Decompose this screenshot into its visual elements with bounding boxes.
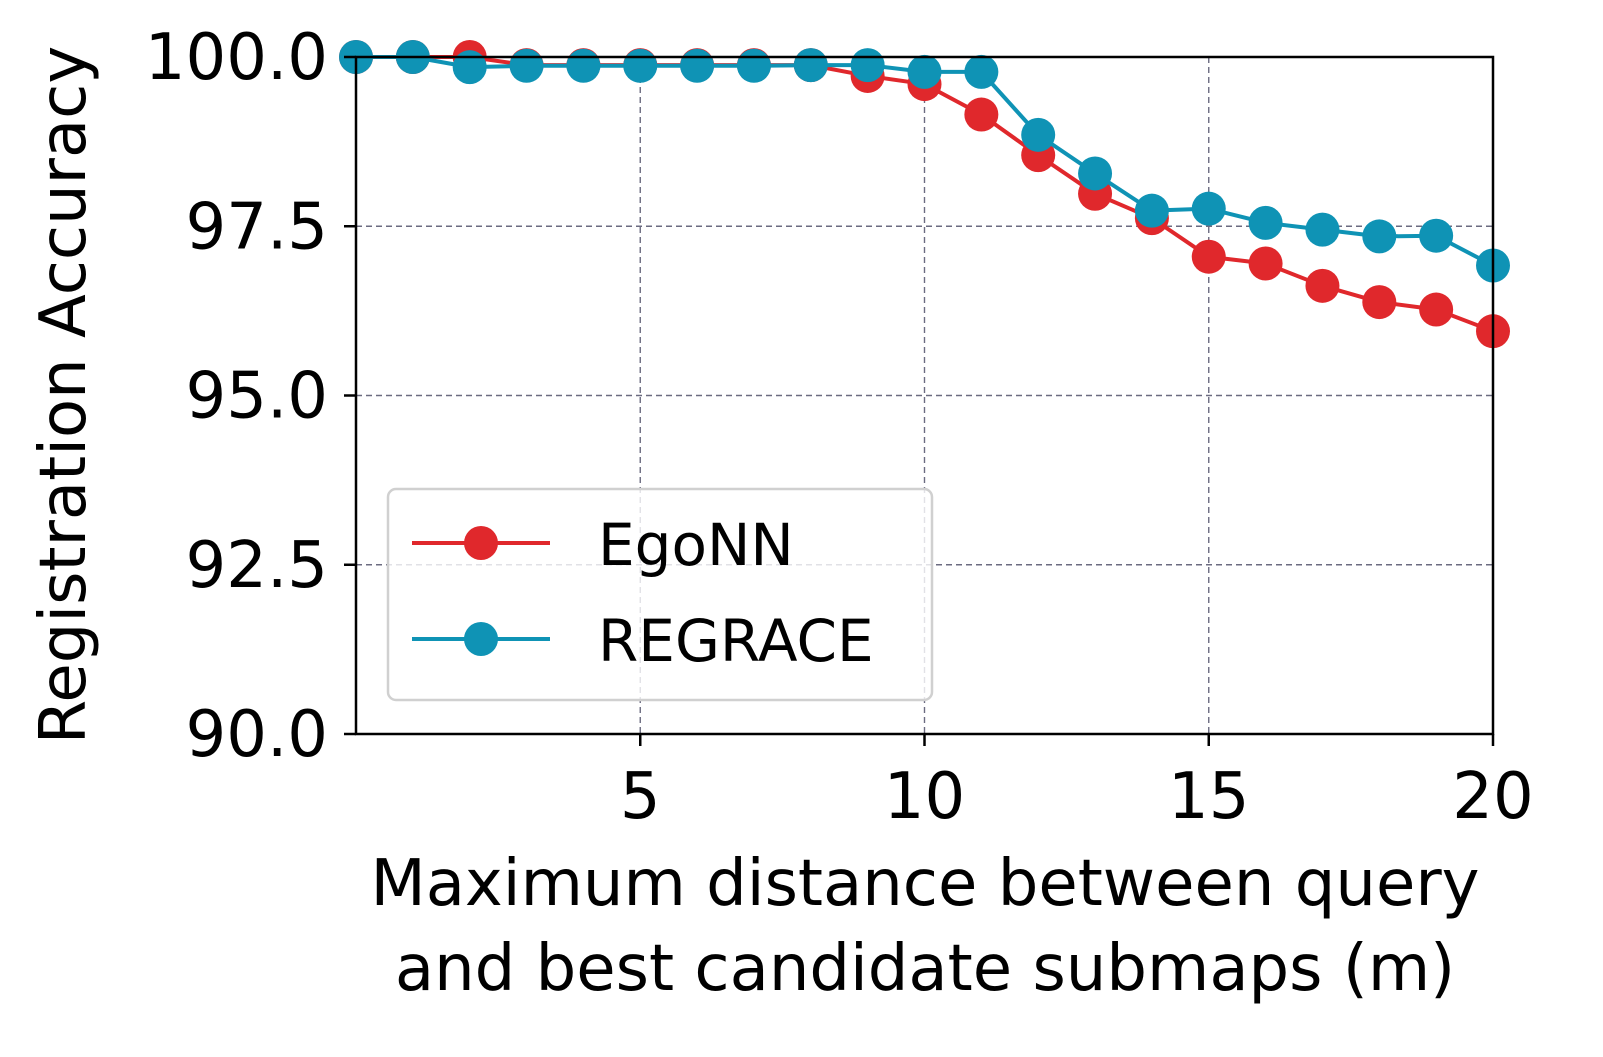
data-point-regrace — [736, 48, 771, 83]
data-point-regrace — [566, 48, 601, 83]
x-tick-label: 20 — [1452, 760, 1533, 834]
data-point-egonn — [964, 97, 999, 132]
y-tick-label: 90.0 — [186, 698, 329, 772]
x-axis-label-line-1: Maximum distance between query — [370, 847, 1479, 921]
x-tick-label: 5 — [620, 760, 661, 834]
y-tick-label: 100.0 — [145, 21, 328, 95]
y-tick-label: 95.0 — [186, 360, 329, 434]
data-point-regrace — [964, 54, 999, 89]
data-point-regrace — [1305, 212, 1340, 247]
axis-ticks: 5 10 15 20 90.0 92.5 95.0 97.5 100.0 — [145, 21, 1534, 834]
data-point-regrace — [793, 48, 828, 83]
x-tick-label: 15 — [1168, 760, 1249, 834]
data-point-egonn — [1362, 285, 1397, 320]
y-tick-label: 92.5 — [186, 529, 329, 603]
x-tick-label: 10 — [884, 760, 965, 834]
data-point-regrace — [850, 48, 885, 83]
legend-marker-egonn — [464, 526, 498, 560]
data-point-regrace — [1362, 219, 1397, 254]
data-point-regrace — [907, 54, 942, 89]
legend: EgoNN REGRACE — [386, 487, 934, 702]
legend-label-regrace: REGRACE — [598, 607, 874, 675]
y-axis-label: Registration Accuracy — [27, 46, 101, 744]
data-point-regrace — [623, 48, 658, 83]
data-point-egonn — [1419, 292, 1454, 327]
data-point-regrace — [1134, 193, 1169, 228]
data-point-regrace — [1248, 205, 1283, 240]
data-point-regrace — [1078, 156, 1113, 191]
data-point-regrace — [452, 50, 487, 85]
data-point-egonn — [1248, 246, 1283, 281]
data-point-regrace — [1419, 218, 1454, 253]
data-point-egonn — [1305, 268, 1340, 303]
legend-marker-regrace — [464, 622, 498, 656]
x-axis-label-line-2: and best candidate submaps (m) — [395, 932, 1455, 1006]
legend-label-egonn: EgoNN — [598, 511, 794, 579]
data-point-regrace — [680, 48, 715, 83]
data-point-regrace — [509, 48, 544, 83]
data-point-regrace — [1021, 117, 1056, 152]
data-point-egonn — [1191, 239, 1226, 274]
y-tick-label: 97.5 — [186, 190, 329, 264]
data-point-regrace — [1191, 191, 1226, 226]
